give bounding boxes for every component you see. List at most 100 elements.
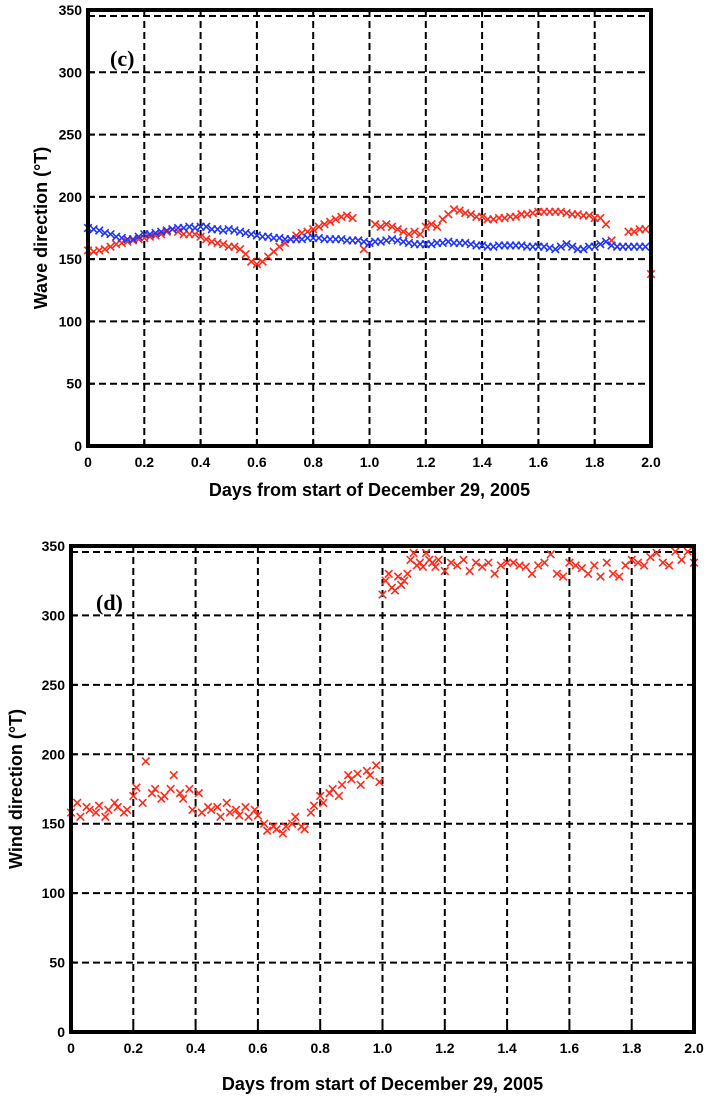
data-point — [496, 561, 506, 570]
data-point — [213, 802, 222, 812]
y-tick-label: 0 — [57, 1024, 65, 1040]
x-tick-label: 1.0 — [373, 1040, 393, 1056]
data-point — [410, 227, 419, 237]
data-point — [483, 214, 493, 224]
x-tick-label: 0.8 — [303, 454, 323, 470]
x-tick-label: 0.2 — [124, 1040, 144, 1056]
data-point — [100, 244, 110, 254]
data-point — [348, 213, 357, 223]
data-point — [76, 812, 85, 822]
data-point — [398, 227, 408, 237]
data-point — [365, 770, 375, 780]
y-tick-label: 350 — [59, 2, 83, 18]
data-point — [466, 209, 476, 219]
panel-label: (c) — [110, 46, 134, 71]
data-point — [225, 808, 235, 817]
data-point — [670, 547, 680, 556]
data-point — [306, 808, 316, 817]
data-point — [505, 241, 515, 250]
data-point — [139, 229, 149, 239]
y-tick-label: 350 — [42, 538, 66, 554]
data-point — [534, 207, 543, 217]
data-point — [508, 558, 518, 567]
data-point — [231, 805, 241, 815]
data-point — [382, 219, 391, 229]
data-point — [196, 232, 205, 242]
data-point — [583, 569, 593, 579]
data-point — [314, 222, 324, 232]
data-point — [434, 555, 443, 565]
data-point — [472, 241, 481, 250]
data-point — [272, 824, 281, 834]
data-point — [175, 788, 185, 798]
data-point — [432, 222, 442, 232]
data-point — [308, 224, 318, 234]
data-point — [230, 242, 239, 252]
data-point — [258, 232, 267, 242]
data-point — [677, 555, 686, 565]
data-point — [123, 234, 132, 244]
data-point — [252, 259, 262, 269]
data-point — [291, 234, 301, 244]
data-point — [253, 811, 263, 820]
data-point — [173, 223, 183, 233]
wave-direction-chart: 0 0.2 0.4 0.6 0.8 1.0 1.2 1.4 1.6 1.8 2.0 0 50 100 150… — [31, 2, 661, 500]
data-point — [546, 549, 556, 559]
data-point — [455, 206, 464, 215]
data-point — [494, 213, 504, 223]
data-point — [584, 242, 594, 252]
data-point — [511, 212, 521, 222]
data-point — [106, 242, 115, 252]
data-point — [633, 558, 643, 567]
x-tick-label: 0.8 — [310, 1040, 330, 1056]
data-point — [639, 561, 649, 570]
data-point — [94, 226, 104, 235]
data-point — [404, 229, 414, 239]
data-point — [287, 819, 297, 829]
data-point — [421, 548, 431, 558]
x-tick-label: 1.2 — [435, 1040, 455, 1056]
data-point — [432, 238, 442, 248]
data-point — [320, 219, 329, 229]
data-point — [94, 801, 104, 810]
data-point — [410, 239, 419, 249]
y-tick-label: 150 — [42, 816, 66, 832]
x-axis-label: Days from start of December 29, 2005 — [209, 480, 530, 500]
data-point — [100, 812, 110, 822]
data-point — [280, 234, 290, 244]
data-point — [290, 812, 300, 822]
plot-frame — [86, 8, 653, 448]
data-point — [241, 249, 250, 259]
data-point — [218, 239, 228, 249]
data-point — [418, 562, 428, 572]
data-point — [624, 242, 633, 252]
data-point — [244, 812, 253, 822]
data-point — [608, 569, 618, 579]
data-point — [370, 219, 380, 229]
data-point — [449, 238, 459, 248]
y-tick-label: 200 — [42, 746, 66, 762]
data-point — [128, 234, 138, 244]
data-point — [216, 812, 225, 822]
data-point — [550, 244, 560, 254]
data-point — [178, 794, 188, 804]
data-point — [427, 219, 436, 229]
data-point — [459, 555, 468, 565]
data-point — [303, 227, 312, 237]
data-point — [169, 770, 179, 780]
data-point — [106, 229, 115, 239]
data-point — [141, 756, 151, 766]
data-point — [624, 227, 633, 237]
y-tick-label: 200 — [59, 189, 83, 205]
y-tick-label: 250 — [42, 677, 66, 693]
data-point — [471, 558, 481, 567]
x-tick-label: 0.6 — [247, 454, 267, 470]
data-point — [241, 802, 250, 812]
data-point — [281, 822, 291, 831]
data-point — [194, 788, 204, 798]
data-point — [567, 209, 577, 219]
data-point — [201, 234, 211, 244]
data-point — [185, 229, 194, 239]
data-point — [104, 805, 113, 815]
